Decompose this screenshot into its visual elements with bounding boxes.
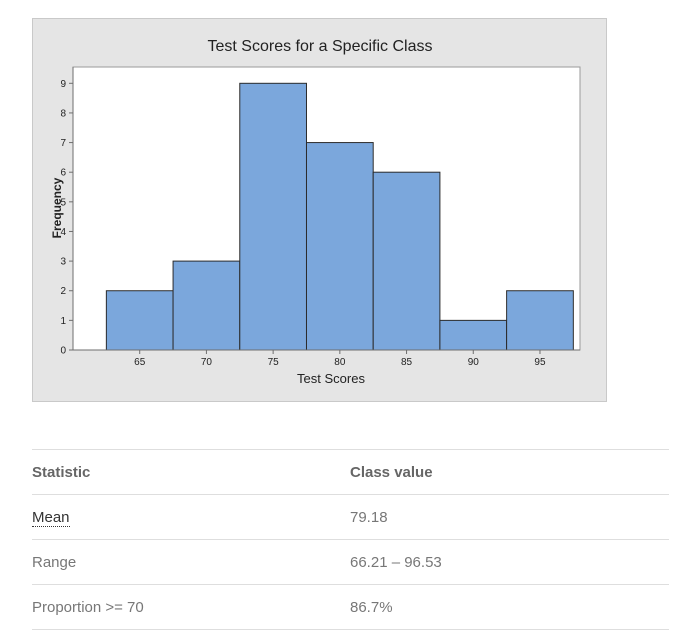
y-tick-label: 1 — [60, 316, 66, 327]
mean-term[interactable]: Mean — [32, 508, 70, 527]
statistic-cell: Proportion >= 70 — [32, 584, 350, 630]
column-header-class-value: Class value — [350, 449, 669, 495]
chart-title: Test Scores for a Specific Class — [208, 38, 433, 55]
y-tick-label: 2 — [60, 286, 66, 297]
table-row: Range 66.21 – 96.53 — [32, 539, 669, 585]
table-header-row: Statistic Class value — [32, 449, 669, 495]
column-header-statistic: Statistic — [32, 449, 350, 495]
statistic-cell: Mean — [32, 494, 350, 540]
y-tick-label: 6 — [60, 168, 66, 179]
histogram-bar-75 — [239, 82, 307, 351]
y-tick-label: 5 — [60, 197, 66, 208]
x-tick-label: 65 — [134, 357, 146, 368]
y-tick-label: 0 — [60, 346, 66, 357]
x-tick-label: 90 — [468, 357, 480, 368]
histogram-bar-85 — [372, 171, 441, 351]
statistic-cell: Range — [32, 539, 350, 585]
x-axis-label: Test Scores — [297, 371, 365, 386]
value-cell: 86.7% — [350, 584, 669, 630]
x-tick-label: 80 — [334, 357, 346, 368]
histogram-bar-65 — [105, 290, 174, 351]
bars-group — [105, 82, 574, 351]
value-cell: 79.18 — [350, 494, 669, 540]
y-tick-label: 3 — [60, 257, 66, 268]
y-tick-label: 4 — [60, 227, 66, 238]
y-tick-label: 8 — [60, 108, 66, 119]
histogram-bar-95 — [506, 290, 574, 351]
x-tick-label: 70 — [201, 357, 213, 368]
histogram-chart: Test Scores for a Specific Class 0 1 2 3 4 5 6… — [32, 18, 607, 402]
y-ticks: 0 1 2 3 4 5 6 7 8 9 — [60, 79, 73, 357]
histogram-bar-70 — [172, 260, 241, 351]
x-tick-label: 85 — [401, 357, 413, 368]
x-tick-label: 95 — [534, 357, 546, 368]
statistics-table: Statistic Class value Mean 79.18 Range 6… — [32, 449, 669, 630]
table-row: Mean 79.18 — [32, 494, 669, 540]
table-row: Proportion >= 70 86.7% — [32, 584, 669, 630]
x-ticks: 65 70 75 80 85 90 95 — [134, 350, 546, 368]
chart-svg: Test Scores for a Specific Class 0 1 2 3 4 5 6… — [50, 38, 581, 386]
y-tick-label: 9 — [60, 79, 66, 90]
histogram-bar-90 — [439, 319, 508, 351]
y-axis-label: Frequency — [50, 177, 64, 238]
value-cell: 66.21 – 96.53 — [350, 539, 669, 585]
x-tick-label: 75 — [268, 357, 280, 368]
y-tick-label: 7 — [60, 138, 66, 149]
histogram-bar-80 — [305, 142, 374, 351]
